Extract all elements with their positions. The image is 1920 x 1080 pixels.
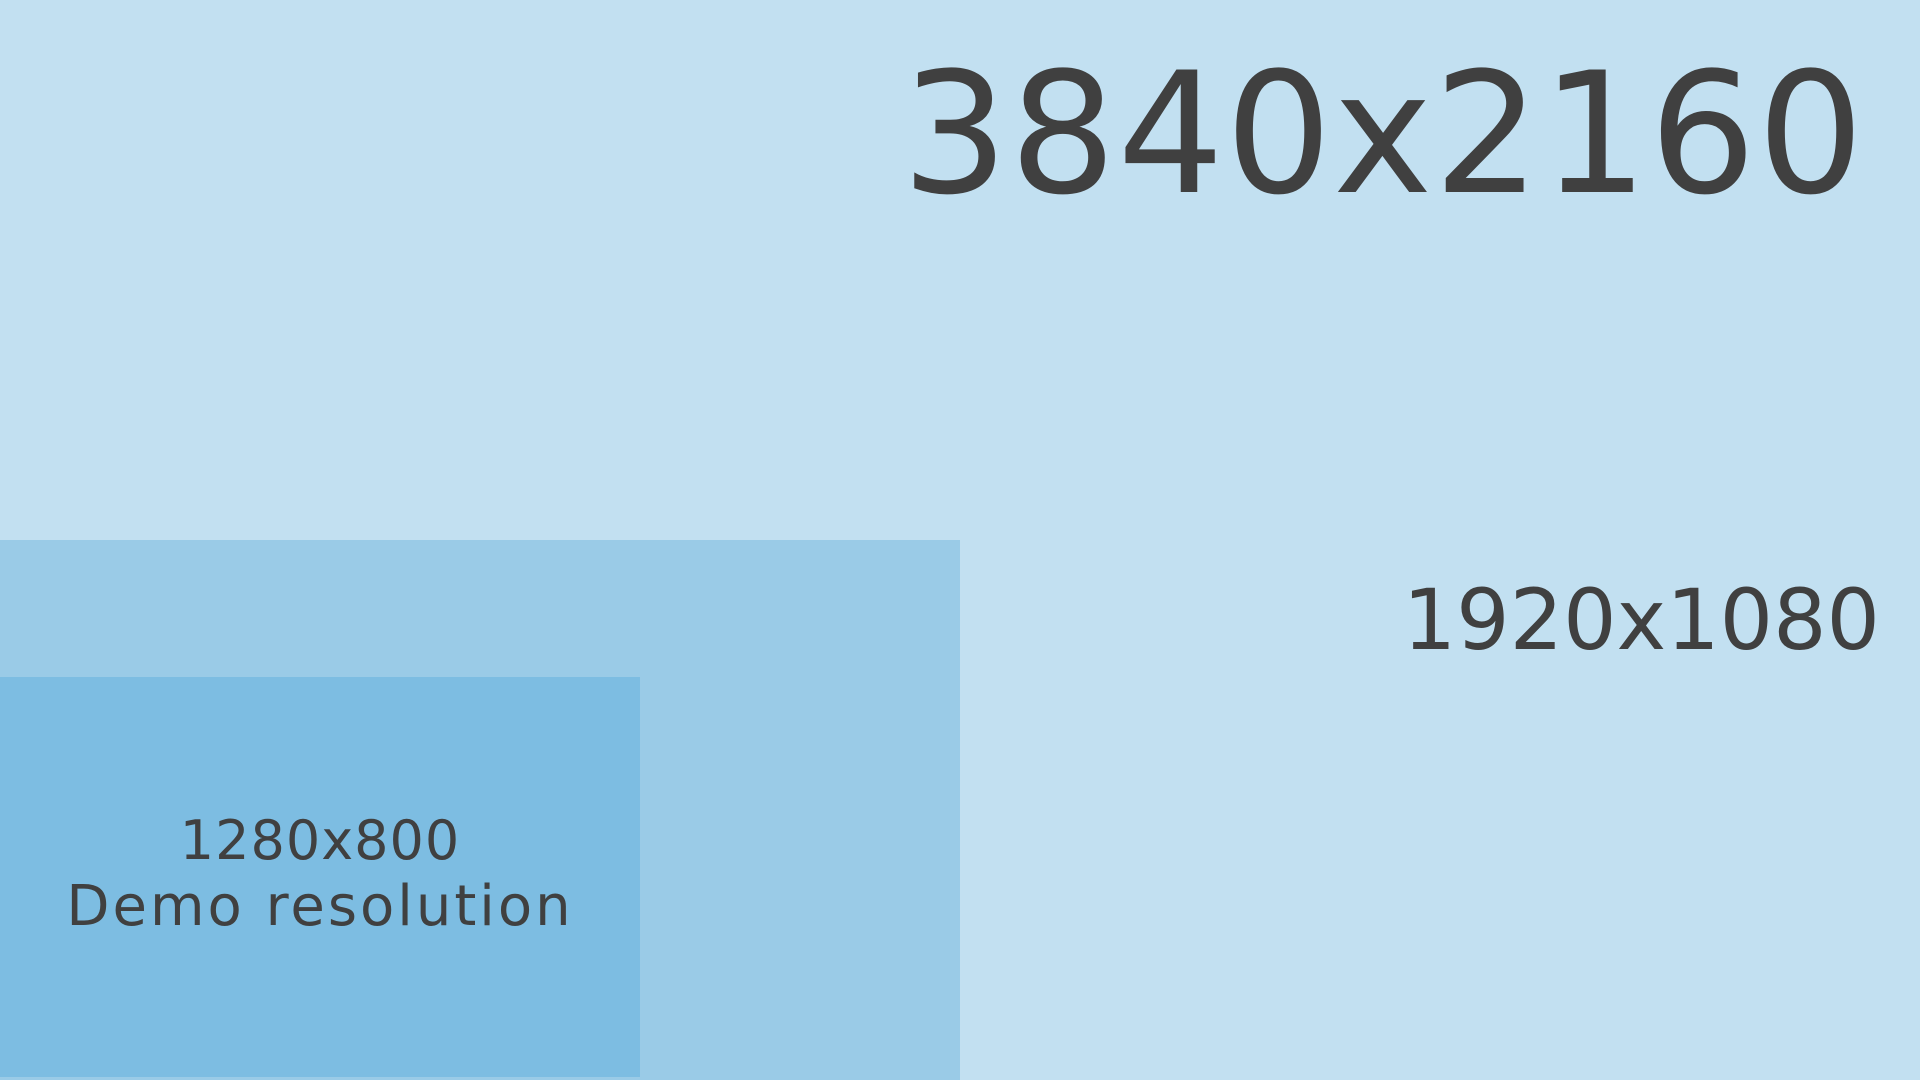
label-3840x2160: 3840x2160 [901, 36, 1865, 232]
demo-label-group: 1280x800 Demo resolution [0, 809, 640, 942]
label-1920x1080: 1920x1080 [1402, 571, 1880, 669]
label-demo-resolution: Demo resolution [66, 874, 574, 940]
label-1280x800: 1280x800 [179, 809, 461, 872]
panel-1280x800 [0, 677, 640, 1077]
